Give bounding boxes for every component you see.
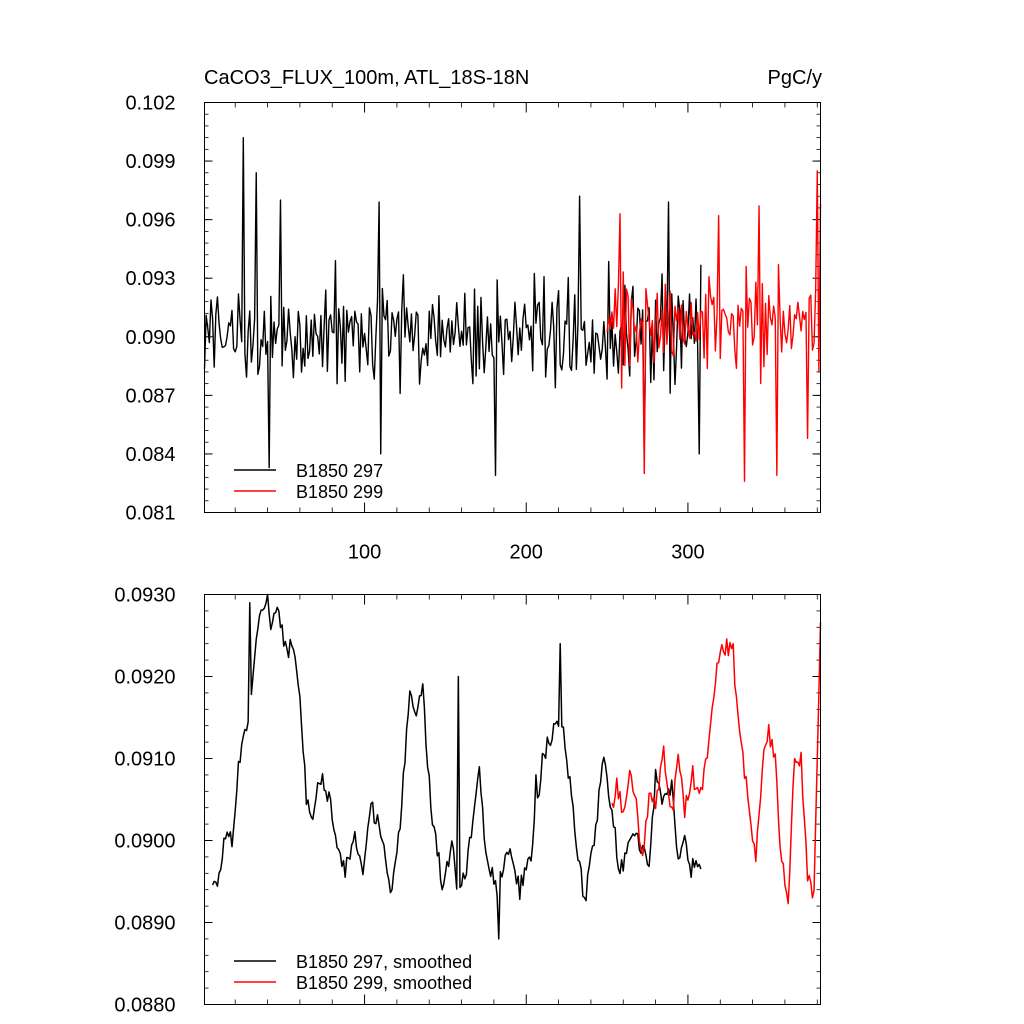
x-tick-label: 100: [348, 542, 381, 564]
series-line-b1850-299-smoothed: [611, 622, 822, 905]
legend-label-b1850-299: B1850 299: [296, 482, 383, 502]
y-tick-label: 0.090: [125, 327, 175, 349]
series-line-b1850-299: [606, 170, 822, 482]
legend-label-b1850-299-smoothed: B1850 299, smoothed: [296, 973, 472, 993]
units-label: PgC/y: [768, 67, 822, 89]
y-tick-label: 0.0920: [114, 667, 175, 689]
x-tick-label: 300: [671, 542, 704, 564]
legend-label-b1850-297: B1850 297: [296, 461, 383, 481]
y-tick-label: 0.0910: [114, 749, 175, 771]
series-line-b1850-297: [203, 136, 702, 477]
series-line-b1850-297-smoothed: [211, 593, 702, 940]
y-tick-label: 0.0880: [114, 995, 175, 1017]
top-axes-ticks: 0.081 0.084 0.087 0.090 0.093 0.096 0.099 0.102…: [125, 93, 821, 564]
y-tick-label: 0.093: [125, 268, 175, 290]
y-tick-label: 0.096: [125, 210, 175, 232]
y-tick-label: 0.0890: [114, 913, 175, 935]
bottom-legend: B1850 297, smoothed B1850 299, smoothed: [234, 952, 472, 993]
y-tick-label: 0.0900: [114, 831, 175, 853]
y-tick-label: 0.087: [125, 385, 175, 407]
chart-title: CaCO3_FLUX_100m, ATL_18S-18N: [204, 67, 529, 89]
bottom-series-lines: [211, 593, 822, 940]
top-plot-frame: [204, 102, 821, 513]
legend-label-b1850-297-smoothed: B1850 297, smoothed: [296, 952, 472, 972]
y-tick-label: 0.081: [125, 503, 175, 525]
bottom-panel: 0.0880 0.0890 0.0900 0.0910 0.0920 0.0930 B18…: [114, 585, 822, 1017]
y-tick-label: 0.0930: [114, 585, 175, 607]
top-panel: CaCO3_FLUX_100m, ATL_18S-18N PgC/y 0.081…: [125, 67, 822, 564]
top-series-lines: [203, 136, 822, 482]
top-legend: B1850 297 B1850 299: [234, 461, 383, 502]
x-tick-label: 200: [510, 542, 543, 564]
y-tick-label: 0.084: [125, 444, 175, 466]
y-tick-label: 0.099: [125, 151, 175, 173]
y-tick-label: 0.102: [125, 93, 175, 115]
bottom-plot-frame: [204, 594, 821, 1005]
